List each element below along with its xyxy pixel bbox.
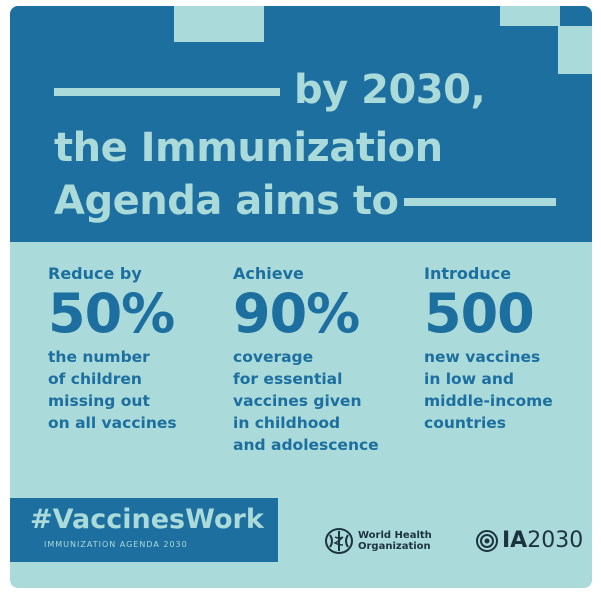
goal-description-line: for essential <box>233 370 343 388</box>
heading-bar-right <box>404 198 556 206</box>
goal-figure: 500 <box>424 282 535 345</box>
hashtag-banner: #VaccinesWork IMMUNIZATION AGENDA 2030 <box>10 498 278 562</box>
decor-block <box>558 26 592 74</box>
who-logo-line: Organization <box>358 541 431 552</box>
infographic-card: by 2030, the Immunization Agenda aims to… <box>10 6 592 588</box>
goal-description-line: countries <box>424 414 507 432</box>
ia2030-emblem-icon <box>476 529 498 552</box>
goal-description-line: and adolescence <box>233 436 379 454</box>
goal-verb: Introduce <box>424 264 512 283</box>
heading-bar-left <box>54 88 280 96</box>
goal-column: Reduce by 50% the number of children mis… <box>48 264 223 434</box>
goal-description-line: middle-income <box>424 392 553 410</box>
hashtag-subline: IMMUNIZATION AGENDA 2030 <box>44 540 188 549</box>
goal-description-line: vaccines given <box>233 392 362 410</box>
goal-description-line: in childhood <box>233 414 341 432</box>
who-logo-line: World Health <box>358 530 432 541</box>
goal-column: Achieve 90% coverage for essential vacci… <box>233 264 408 456</box>
who-logo: World Health Organization <box>324 526 432 556</box>
goal-figure: 90% <box>233 282 360 345</box>
goal-figure: 50% <box>48 282 175 345</box>
ia2030-bold: IA <box>502 528 528 553</box>
ia2030-logo: IA2030 <box>476 528 583 553</box>
decor-block <box>500 6 560 26</box>
who-emblem-icon <box>325 528 353 554</box>
goal-description-line: missing out <box>48 392 150 410</box>
goal-description-line: in low and <box>424 370 515 388</box>
ia2030-logo-text: IA2030 <box>502 528 583 553</box>
goal-description-line: of children <box>48 370 142 388</box>
goal-description-line: the number <box>48 348 150 366</box>
hashtag-text: #VaccinesWork <box>30 504 264 535</box>
headline-banner: by 2030, the Immunization Agenda aims to <box>10 6 592 242</box>
goal-column: Introduce 500 new vaccines in low and mi… <box>424 264 592 434</box>
goal-description-line: new vaccines <box>424 348 541 366</box>
goal-description-line: coverage <box>233 348 314 366</box>
goal-verb: Reduce by <box>48 264 142 283</box>
decor-block <box>174 6 264 42</box>
goal-description-line: on all vaccines <box>48 414 177 432</box>
goal-verb: Achieve <box>233 264 304 283</box>
heading-line-3: Agenda aims to <box>54 178 399 224</box>
ia2030-number: 2030 <box>527 528 584 553</box>
who-logo-text: World Health Organization <box>358 530 432 552</box>
heading-line-1: by 2030, <box>294 67 486 113</box>
heading-line-2: the Immunization <box>54 125 443 171</box>
